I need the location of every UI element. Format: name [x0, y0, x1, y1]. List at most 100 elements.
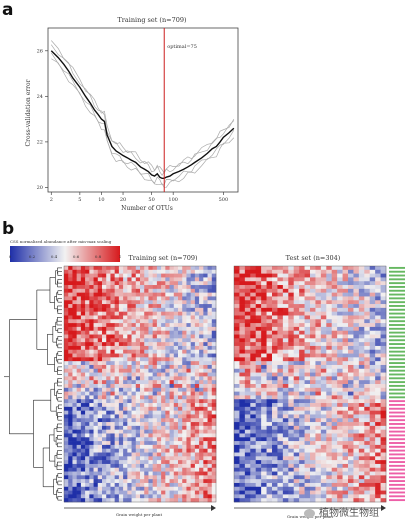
- heatmap-cell: [358, 494, 365, 499]
- heatmap-cell: [127, 353, 132, 358]
- heatmap-cell: [186, 395, 191, 400]
- heatmap-cell: [89, 467, 94, 472]
- heatmap-cell: [85, 311, 90, 316]
- heatmap-cell: [114, 452, 120, 457]
- heatmap-cell: [178, 353, 183, 358]
- heatmap-cell: [140, 376, 145, 381]
- heatmap-cell: [156, 429, 162, 434]
- heatmap-cell: [85, 456, 90, 461]
- heatmap-cell: [152, 338, 158, 343]
- heatmap-cell: [310, 463, 316, 469]
- heatmap-cell: [250, 452, 257, 457]
- heatmap-cell: [272, 372, 278, 377]
- heatmap-cell: [89, 338, 94, 343]
- heatmap-cell: [348, 349, 354, 354]
- heatmap-cell: [244, 315, 251, 320]
- heatmap-cell: [342, 399, 349, 404]
- heatmap-cell: [211, 296, 217, 301]
- heatmap-cell: [239, 387, 246, 392]
- heatmap-cell: [326, 441, 333, 446]
- heatmap-cell: [207, 387, 213, 392]
- heatmap-cell: [76, 357, 82, 362]
- heatmap-cell: [234, 368, 240, 373]
- heatmap-cell: [234, 376, 240, 381]
- heatmap-cell: [190, 422, 196, 427]
- heatmap-cell: [173, 384, 179, 389]
- heatmap-cell: [331, 288, 338, 293]
- heatmap-cell: [72, 273, 77, 278]
- heatmap-cell: [123, 304, 128, 309]
- heatmap-cell: [118, 338, 124, 343]
- heatmap-cell: [282, 315, 289, 320]
- heatmap-cell: [375, 273, 381, 278]
- heatmap-cell: [348, 403, 354, 408]
- heatmap-cell: [89, 399, 94, 404]
- heatmap-cell: [203, 460, 208, 465]
- heatmap-cell: [131, 273, 137, 278]
- heatmap-cell: [148, 437, 153, 442]
- heatmap-cell: [364, 273, 371, 278]
- heatmap-cell: [342, 471, 349, 476]
- heatmap-cell: [127, 463, 132, 469]
- heatmap-cell: [102, 330, 107, 335]
- heatmap-cell: [173, 429, 179, 434]
- heatmap-cell: [72, 463, 77, 469]
- training-x-label: Grain weight per plant: [116, 512, 163, 517]
- heatmap-cell: [173, 288, 179, 293]
- heatmap-cell: [326, 285, 333, 290]
- heatmap-cell: [244, 349, 251, 354]
- heatmap-cell: [114, 463, 120, 469]
- heatmap-cell: [144, 475, 149, 480]
- heatmap-cell: [127, 391, 132, 396]
- heatmap-cell: [288, 345, 295, 351]
- heatmap-cell: [89, 475, 94, 480]
- heatmap-cell: [97, 498, 103, 503]
- heatmap-cell: [203, 437, 208, 442]
- heatmap-cell: [85, 467, 90, 472]
- heatmap-cell: [282, 391, 289, 396]
- heatmap-cell: [190, 380, 196, 385]
- heatmap-cell: [250, 326, 257, 332]
- heatmap-cell: [282, 304, 289, 309]
- heatmap-cell: [72, 490, 77, 495]
- heatmap-cell: [156, 357, 162, 362]
- heatmap-cell: [293, 273, 300, 278]
- heatmap-cell: [272, 345, 278, 351]
- heatmap-cell: [299, 315, 305, 320]
- heatmap-cell: [293, 452, 300, 457]
- heatmap-cell: [239, 285, 246, 290]
- heatmap-cell: [72, 387, 77, 392]
- heatmap-cell: [353, 387, 360, 392]
- heatmap-cell: [293, 334, 300, 339]
- heatmap-cell: [85, 296, 90, 301]
- heatmap-cell: [299, 334, 305, 339]
- heatmap-cell: [353, 266, 360, 271]
- heatmap-cell: [161, 422, 166, 427]
- heatmap-cell: [326, 494, 333, 499]
- heatmap-cell: [293, 425, 300, 430]
- heatmap-cell: [80, 345, 86, 351]
- heatmap-cell: [369, 422, 376, 427]
- heatmap-cell: [173, 364, 179, 370]
- heatmap-cell: [80, 425, 86, 430]
- heatmap-cell: [76, 486, 82, 491]
- heatmap-cell: [131, 433, 137, 438]
- heatmap-cell: [211, 467, 217, 472]
- heatmap-cell: [114, 433, 120, 438]
- heatmap-cell: [375, 345, 381, 351]
- heatmap-cell: [337, 475, 343, 480]
- heatmap-cell: [186, 285, 191, 290]
- heatmap-cell: [169, 494, 175, 499]
- heatmap-cell: [353, 498, 360, 503]
- heatmap-cell: [369, 361, 376, 366]
- heatmap-cell: [266, 357, 273, 362]
- heatmap-cell: [331, 315, 338, 320]
- heatmap-cell: [348, 498, 354, 503]
- heatmap-cell: [293, 296, 300, 301]
- heatmap-cell: [293, 323, 300, 328]
- heatmap-cell: [89, 494, 94, 499]
- heatmap-cell: [320, 452, 327, 457]
- heatmap-cell: [304, 285, 311, 290]
- heatmap-cell: [348, 395, 354, 400]
- heatmap-cell: [272, 475, 278, 480]
